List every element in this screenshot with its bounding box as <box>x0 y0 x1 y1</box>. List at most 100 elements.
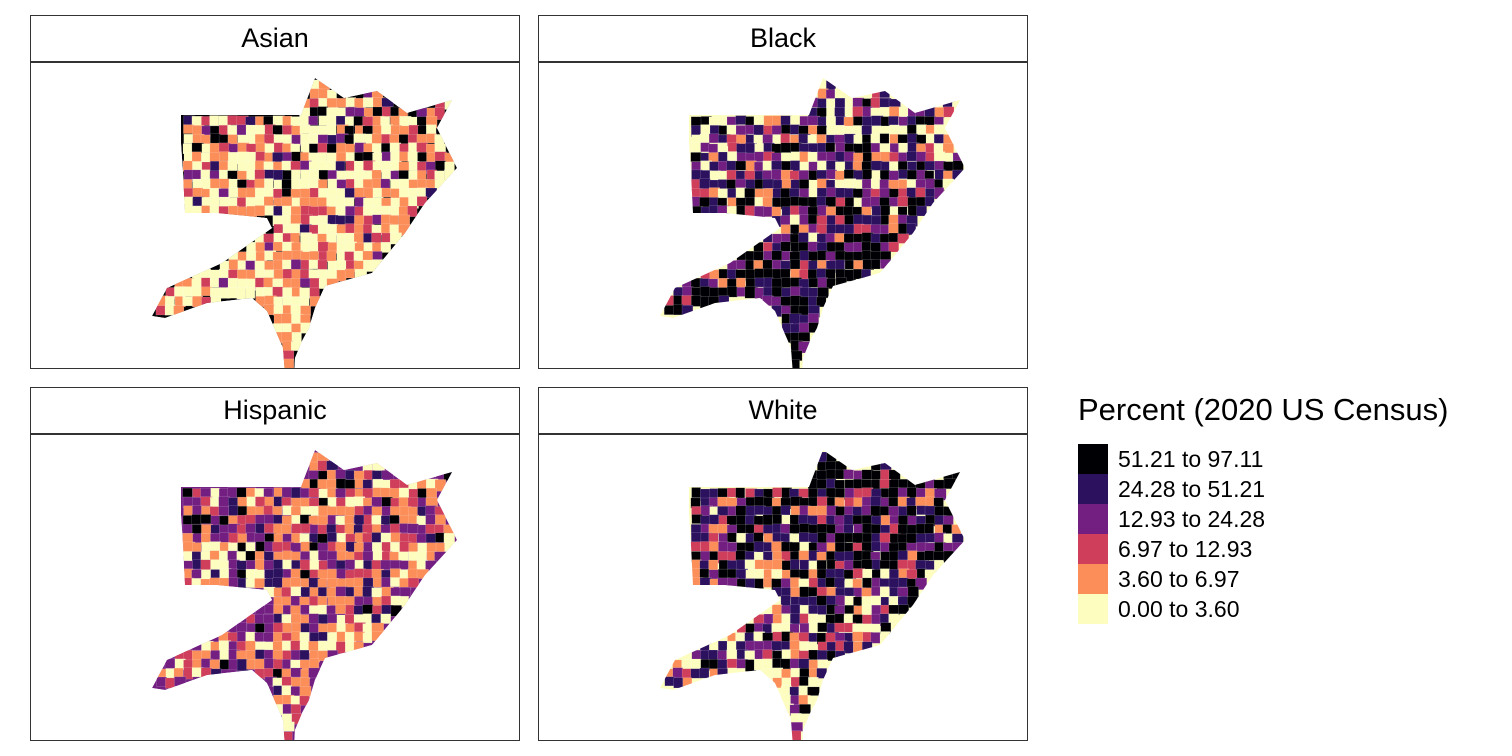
census-tract <box>236 524 247 535</box>
census-tract <box>336 179 347 190</box>
census-tract <box>907 586 919 599</box>
census-tract <box>200 578 212 589</box>
census-tract <box>227 205 239 217</box>
census-tract <box>192 295 203 308</box>
census-tract <box>417 152 428 162</box>
census-tract <box>326 143 338 154</box>
census-tract <box>799 559 811 572</box>
census-tract <box>209 287 222 298</box>
census-tract <box>790 722 803 732</box>
census-tract <box>862 577 872 589</box>
census-tract <box>870 632 881 644</box>
census-tract <box>354 152 364 163</box>
census-tract <box>435 98 445 109</box>
census-tract <box>425 523 437 534</box>
census-tract <box>825 632 837 644</box>
census-tract <box>200 487 213 498</box>
census-tract <box>273 142 284 154</box>
census-tract <box>870 259 881 270</box>
census-tract <box>844 613 854 624</box>
census-tract <box>754 151 765 163</box>
census-tract <box>870 178 881 189</box>
legend-item: 24.28 to 51.21 <box>1078 474 1448 504</box>
census-tract <box>309 296 321 307</box>
census-tract <box>353 470 365 481</box>
census-tract <box>726 658 738 669</box>
legend-item: 12.93 to 24.28 <box>1078 504 1448 534</box>
census-tract <box>682 650 693 661</box>
census-tract <box>245 542 256 552</box>
census-tract <box>200 667 213 679</box>
census-tract <box>817 532 828 544</box>
census-tract <box>191 514 202 525</box>
census-tract <box>425 514 437 525</box>
census-tract <box>699 286 711 298</box>
census-tract <box>727 532 737 543</box>
census-tract <box>209 577 221 588</box>
census-tract <box>780 241 791 252</box>
legend-item: 6.97 to 12.93 <box>1078 534 1448 564</box>
census-tract <box>326 506 338 517</box>
census-tract <box>799 179 811 191</box>
census-tract <box>735 640 746 652</box>
census-tract <box>263 586 276 598</box>
census-tract <box>218 206 229 217</box>
census-tract <box>254 205 267 217</box>
census-tract <box>735 178 747 189</box>
census-tract <box>191 116 203 127</box>
legend-label: 3.60 to 6.97 <box>1118 565 1240 592</box>
census-tract <box>816 505 828 516</box>
census-tract <box>942 524 953 535</box>
legend-item: 3.60 to 6.97 <box>1078 564 1448 594</box>
census-tract <box>191 640 202 651</box>
census-tract <box>282 622 292 634</box>
census-tract <box>182 143 193 154</box>
census-tract <box>344 506 355 517</box>
legend-label: 6.97 to 12.93 <box>1118 535 1253 562</box>
census-tract <box>907 205 918 217</box>
census-tract <box>327 650 339 662</box>
census-tract <box>952 169 963 181</box>
census-tract <box>335 604 346 615</box>
census-tract <box>790 160 801 172</box>
census-tract <box>735 569 747 580</box>
census-tract <box>182 295 194 307</box>
panel-title-hispanic: Hispanic <box>31 388 519 435</box>
census-tract <box>390 568 402 579</box>
census-tract <box>772 677 783 689</box>
census-tract <box>879 169 891 181</box>
census-tract <box>443 532 455 544</box>
census-tract <box>879 106 890 117</box>
census-tract <box>335 488 346 498</box>
census-tract <box>897 233 910 244</box>
census-tract <box>816 125 827 135</box>
census-tract <box>182 196 193 208</box>
legend-label: 51.21 to 97.11 <box>1118 445 1264 472</box>
census-tract <box>263 613 275 625</box>
census-tract <box>780 197 792 209</box>
census-tract <box>889 152 900 162</box>
census-tract <box>165 677 176 689</box>
census-tract <box>309 658 320 669</box>
census-tract <box>888 116 899 126</box>
census-tract <box>879 586 890 598</box>
census-tract <box>852 614 863 624</box>
census-tract <box>834 568 845 579</box>
census-tract <box>789 514 800 526</box>
census-tract <box>897 206 908 216</box>
census-tract <box>888 241 899 253</box>
census-tract <box>255 496 267 507</box>
map-panel-white: White <box>538 387 1028 741</box>
census-tract <box>781 668 791 679</box>
census-tract <box>264 604 275 614</box>
census-tract <box>735 160 748 171</box>
census-tract <box>780 694 792 705</box>
choropleth-map-black <box>660 78 965 368</box>
census-tract <box>879 613 890 624</box>
census-tract <box>844 487 855 499</box>
census-tract <box>789 214 801 226</box>
census-tract <box>326 278 339 290</box>
census-tract <box>952 160 964 171</box>
census-tract <box>690 152 702 162</box>
census-tract <box>362 632 373 644</box>
